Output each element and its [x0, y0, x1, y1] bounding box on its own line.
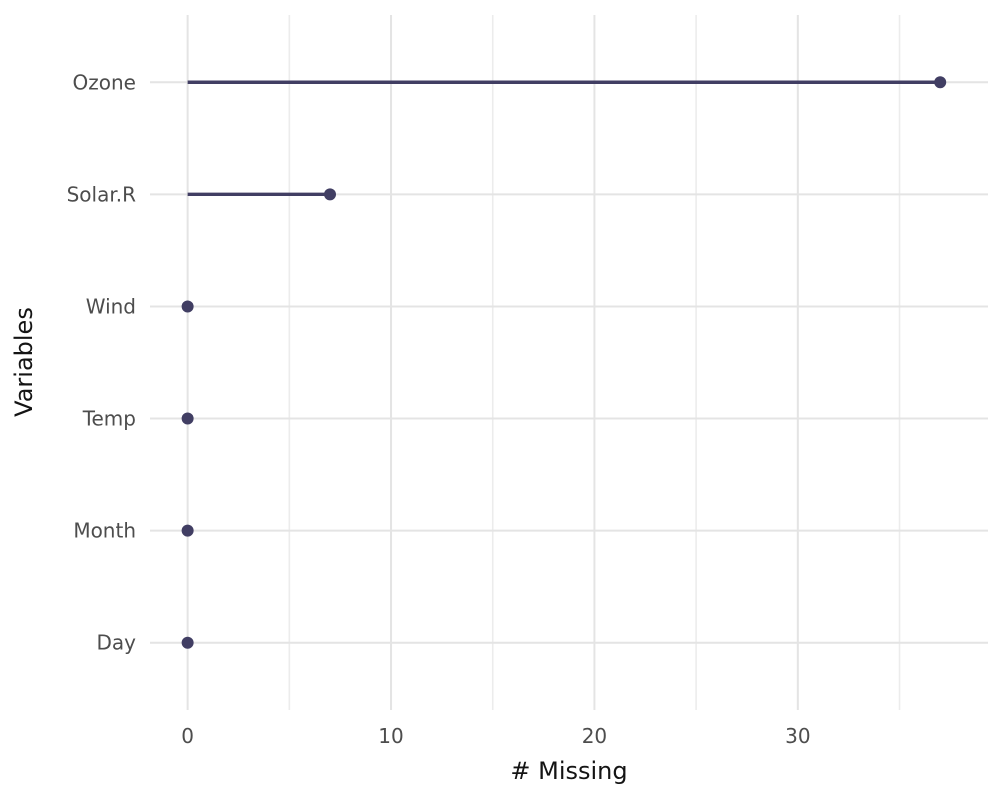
y-axis-category-label: Day — [97, 631, 137, 655]
lollipop-point — [181, 412, 194, 425]
lollipop-point — [181, 524, 194, 537]
x-tick-label: 0 — [181, 724, 194, 748]
data-layer — [181, 76, 947, 649]
y-axis-category-label: Wind — [86, 294, 136, 318]
lollipop-point — [181, 636, 194, 649]
y-axis-category-label: Temp — [82, 407, 136, 431]
lollipop-point — [934, 76, 947, 89]
y-axis-title: Variables — [10, 307, 38, 417]
lollipop-point — [324, 188, 337, 201]
y-axis-category-label: Ozone — [73, 70, 136, 94]
grid-layer — [150, 15, 988, 710]
x-tick-label: 20 — [582, 724, 607, 748]
x-tick-label: 10 — [378, 724, 403, 748]
lollipop-point — [181, 300, 194, 313]
y-axis-category-label: Solar.R — [67, 182, 136, 206]
axis-layer: 0 10 20 30 Ozone Solar.R Wind Temp Month Day — [67, 70, 811, 748]
x-axis-title: # Missing — [510, 757, 627, 785]
y-axis-category-label: Month — [73, 519, 136, 543]
x-tick-label: 30 — [785, 724, 810, 748]
